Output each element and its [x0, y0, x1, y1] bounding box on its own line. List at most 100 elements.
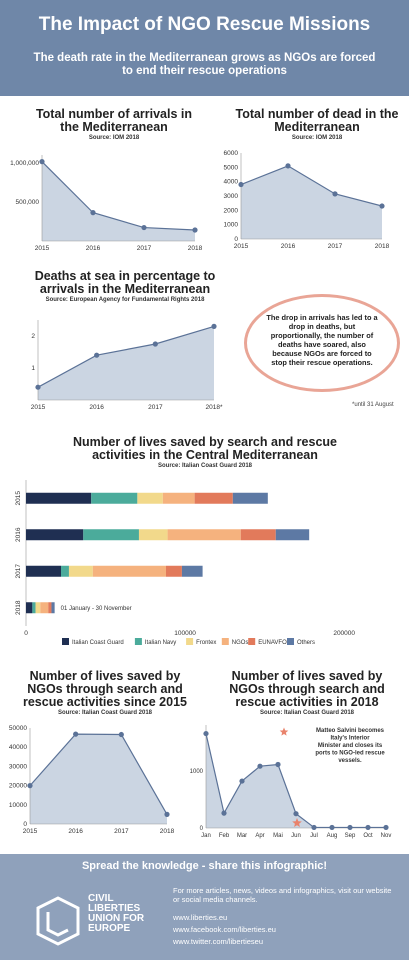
- x-tick-label: 2018*: [206, 404, 223, 411]
- legend-label: Italian Navy: [145, 640, 176, 646]
- x-tick-label: 2015: [23, 828, 38, 835]
- legend-swatch: [134, 638, 142, 645]
- footer: Spread the knowledge - share this infogr…: [0, 854, 409, 960]
- y-tick-label: 500,000: [16, 199, 40, 206]
- chart-arrivals: 2015 2016 2017 2018 1,000,000 500,000: [10, 155, 203, 252]
- data-point: [239, 778, 245, 784]
- chart-ngo-since-2015: 2015 2016 2017 2018 50000 40000 30000 20000 1000…: [9, 725, 175, 835]
- y-tick-label: 4000: [224, 179, 239, 186]
- data-point: [275, 761, 281, 768]
- link-website[interactable]: www.liberties.eu: [173, 913, 228, 922]
- org-name-line3: UNION FOR: [88, 913, 145, 924]
- bar-segment: [92, 565, 166, 577]
- data-point: [329, 824, 335, 831]
- series-line: [29, 733, 168, 815]
- x-tick-label: 2018: [188, 245, 203, 252]
- data-point: [39, 159, 45, 165]
- y-tick-label: 0: [234, 236, 238, 243]
- x-tick-label: Feb: [219, 833, 230, 839]
- bar-segment: [162, 492, 195, 504]
- data-point: [27, 783, 33, 789]
- data-point: [152, 341, 158, 347]
- bubble-text: The drop in arrivals has led to a drop i…: [266, 313, 378, 367]
- bar-segment: [26, 602, 33, 614]
- series-line: [37, 325, 215, 388]
- bar-segment: [40, 602, 49, 614]
- bar-segment: [138, 529, 168, 541]
- chart-rescue-title: Number of lives saved by search and resc…: [72, 435, 337, 462]
- bar-segment: [48, 602, 52, 614]
- bar-segment: [137, 492, 163, 504]
- footer-info: For more articles, news, videos and info…: [173, 886, 392, 904]
- x-tick-label: 2015: [31, 404, 46, 411]
- category-label: 2015: [15, 491, 22, 506]
- data-point: [379, 203, 385, 209]
- x-tick-label: Oct: [363, 833, 373, 839]
- x-tick-label: Nov: [381, 833, 392, 839]
- x-tick-label: 2015: [234, 243, 249, 250]
- org-name-line4: EUROPE: [88, 923, 131, 934]
- y-tick-label: 1000: [224, 222, 239, 229]
- x-tick-label: 0: [24, 630, 28, 637]
- data-point: [94, 352, 100, 358]
- org-name: CIVIL LIBERTIES UNION FOR EUROPE: [88, 894, 144, 934]
- x-tick-label: 100000: [174, 630, 196, 637]
- y-tick-label: 50000: [9, 725, 27, 732]
- series-line: [240, 165, 383, 207]
- chart-dead: 2015 2016 2017 2018 6000 5000 4000 3000 2000 1000…: [224, 150, 390, 250]
- data-point: [311, 824, 317, 831]
- data-point: [332, 191, 338, 197]
- annotation-line: Minister and closes its: [318, 743, 383, 749]
- legend-label: Frontex: [196, 640, 216, 646]
- x-tick-label: 2017: [114, 828, 129, 835]
- chart-dead-title: Total number of dead in the Mediterranea…: [235, 107, 399, 134]
- series-line: [41, 161, 196, 231]
- area-fill: [38, 326, 214, 400]
- x-tick-label: 2016: [89, 404, 104, 411]
- x-tick-label: Mar: [237, 833, 247, 839]
- x-tick-label: 200000: [333, 630, 355, 637]
- y-tick-label: 5000: [224, 164, 239, 171]
- annotation-line: Italy's Interior: [330, 736, 370, 742]
- data-point: [285, 163, 291, 169]
- chart-percentage-title: Deaths at sea in percentage to arrivals …: [34, 269, 216, 296]
- data-point: [383, 824, 389, 831]
- y-tick-label: 10000: [9, 802, 27, 809]
- bar-segment: [32, 602, 36, 614]
- x-tick-label: 2016: [281, 243, 296, 250]
- x-tick-label: Sep: [345, 833, 356, 839]
- legend-swatch: [221, 638, 229, 645]
- x-tick-label: 2018: [375, 243, 390, 250]
- chart-rescue-source: Source: Italian Coast Guard 2018: [157, 463, 253, 469]
- x-tick-label: 2017: [137, 245, 152, 252]
- chart-percentage-note: *until 31 August: [352, 402, 394, 408]
- x-tick-label: 2017: [328, 243, 343, 250]
- data-point: [118, 731, 124, 738]
- bar-segment: [61, 565, 69, 577]
- y-tick-label: 30000: [9, 763, 27, 770]
- chart-percentage: 2015 2016 2017 2018* 2 1: [31, 320, 223, 411]
- y-tick-label: 2000: [224, 207, 239, 214]
- header-banner: The Impact of NGO Rescue Missions The de…: [0, 0, 409, 96]
- y-tick-label: 3000: [224, 193, 239, 200]
- x-tick-label: 2015: [35, 245, 50, 252]
- link-twitter[interactable]: www.twitter.com/libertieseu: [173, 937, 264, 946]
- y-tick-label: 6000: [224, 150, 239, 157]
- y-tick-label: 0: [200, 826, 204, 832]
- cleu-logo-icon: [36, 896, 80, 946]
- bar-segment: [194, 492, 233, 504]
- chart-rescue: 2015 2016 2017 2018 01 January - 30 November…: [15, 480, 355, 646]
- y-tick-label: 1: [31, 365, 35, 372]
- bar-segment: [51, 602, 55, 614]
- chart-dead-source: Source: IOM 2018: [291, 135, 343, 141]
- x-tick-label: Jul: [310, 833, 318, 839]
- legend-label: Italian Coast Guard: [72, 640, 124, 646]
- data-point: [257, 763, 263, 769]
- chart-ngo-since-2015-source: Source: Italian Coast Guard 2018: [57, 710, 153, 716]
- x-tick-label: 2018: [160, 828, 175, 835]
- x-tick-label: 2017: [148, 404, 163, 411]
- footer-tagline: Spread the knowledge - share this infogr…: [81, 860, 328, 872]
- data-point: [347, 824, 353, 831]
- data-point: [293, 811, 299, 817]
- link-facebook[interactable]: www.facebook.com/liberties.eu: [173, 925, 276, 934]
